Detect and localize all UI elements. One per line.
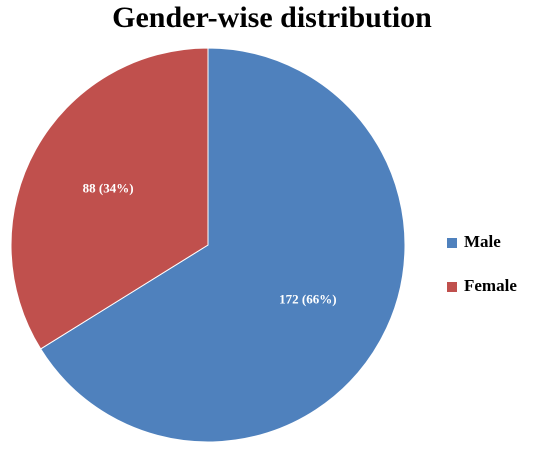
chart-title: Gender-wise distribution — [112, 1, 432, 34]
pie-slice — [39, 47, 406, 443]
legend-swatch — [447, 282, 457, 292]
legend-swatch — [447, 238, 457, 248]
legend-label: Male — [464, 232, 501, 251]
data-label: 88 (34%) — [83, 180, 134, 195]
data-label: 172 (66%) — [279, 292, 336, 307]
legend-label: Female — [464, 276, 517, 295]
pie-slice — [10, 47, 209, 350]
